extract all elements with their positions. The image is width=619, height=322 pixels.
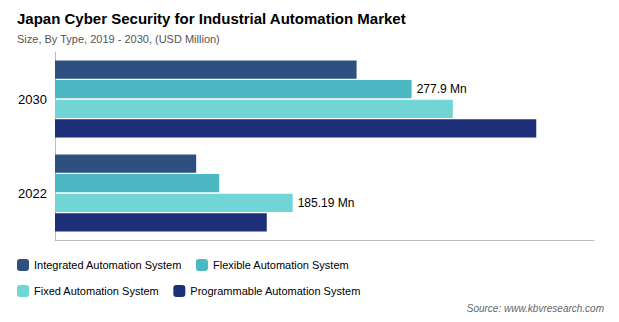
svg-text:Size, By Type, 2019 - 2030, (U: Size, By Type, 2019 - 2030, (USD Million… [17,33,220,45]
svg-text:Source: www.kbvresearch.com: Source: www.kbvresearch.com [467,303,604,314]
svg-text:Integrated Automation System: Integrated Automation System [34,259,181,271]
svg-text:2022: 2022 [18,186,47,201]
svg-text:Flexible Automation System: Flexible Automation System [213,259,349,271]
svg-text:2030: 2030 [18,92,47,107]
svg-text:277.9 Mn: 277.9 Mn [417,82,467,96]
svg-text:Japan Cyber Security for Indus: Japan Cyber Security for Industrial Auto… [17,10,406,27]
svg-text:Fixed Automation System: Fixed Automation System [34,285,159,297]
svg-text:Programmable Automation System: Programmable Automation System [190,285,360,297]
svg-text:185.19 Mn: 185.19 Mn [298,196,355,210]
